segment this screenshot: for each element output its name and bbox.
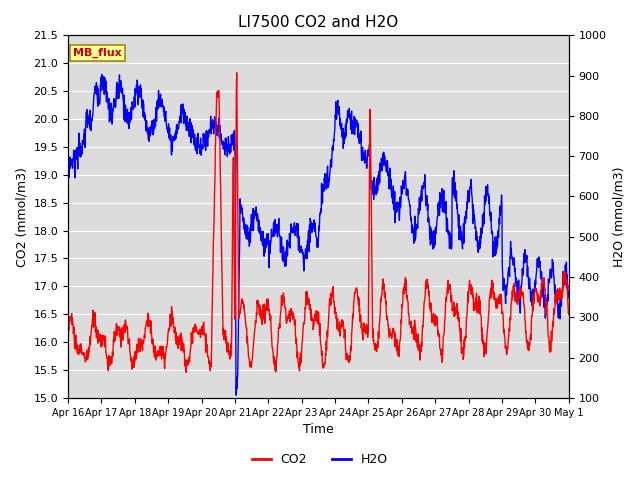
Text: MB_flux: MB_flux (73, 48, 122, 58)
Title: LI7500 CO2 and H2O: LI7500 CO2 and H2O (238, 15, 399, 30)
Legend: CO2, H2O: CO2, H2O (247, 448, 393, 471)
Y-axis label: H2O (mmol/m3): H2O (mmol/m3) (612, 167, 625, 267)
X-axis label: Time: Time (303, 423, 333, 436)
Y-axis label: CO2 (mmol/m3): CO2 (mmol/m3) (15, 167, 28, 266)
